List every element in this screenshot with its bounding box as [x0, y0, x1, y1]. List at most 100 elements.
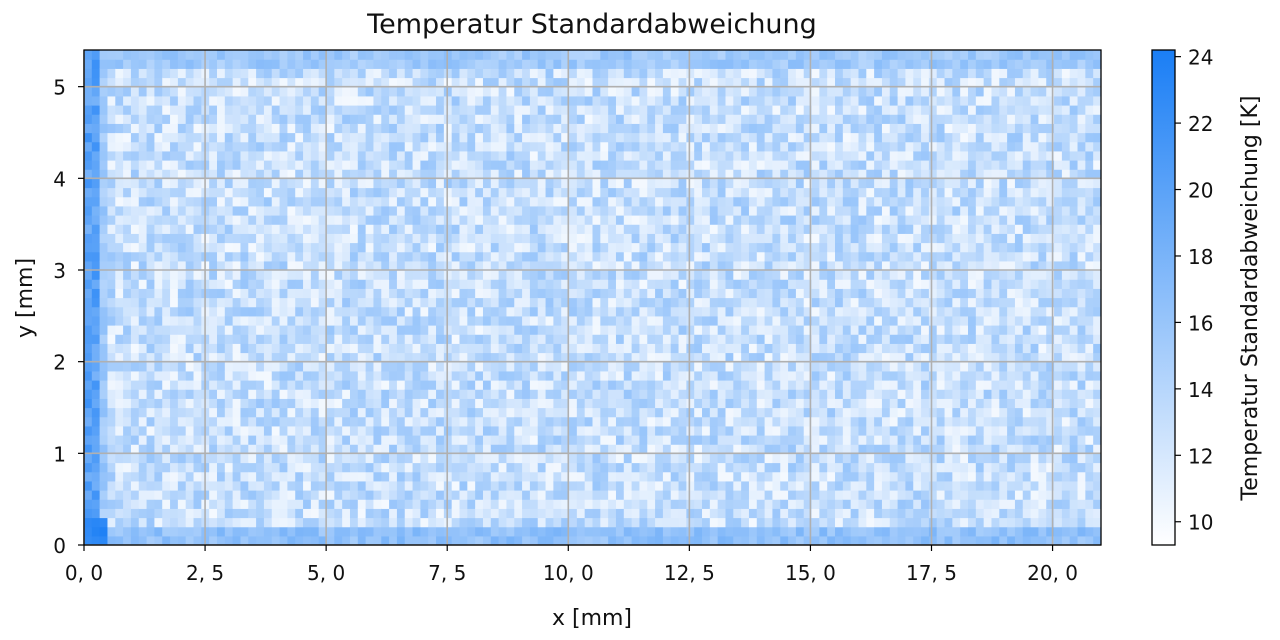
heatmap-cell [146, 508, 156, 519]
heatmap-cell [670, 535, 680, 545]
heatmap-cell [443, 178, 453, 189]
heatmap-cell [130, 343, 140, 354]
heatmap-cell [130, 389, 140, 399]
heatmap-cell [381, 68, 390, 79]
heatmap-cell [295, 306, 304, 317]
heatmap-cell [482, 306, 492, 317]
heatmap-cell [686, 77, 695, 88]
heatmap-cell [639, 499, 648, 509]
heatmap-cell [748, 105, 758, 115]
heatmap-cell [318, 444, 328, 454]
heatmap-cell [240, 526, 249, 537]
heatmap-cell [655, 526, 664, 537]
heatmap-cell [326, 407, 335, 418]
heatmap-cell [733, 86, 742, 97]
heatmap-cell [224, 215, 234, 225]
heatmap-cell [248, 325, 257, 335]
heatmap-cell [365, 535, 375, 545]
heatmap-cell [529, 215, 539, 225]
heatmap-cell [459, 508, 468, 519]
heatmap-cell [84, 315, 93, 326]
heatmap-cell [615, 343, 625, 354]
heatmap-cell [209, 224, 218, 234]
heatmap-cell [600, 389, 609, 399]
heatmap-cell [287, 86, 296, 97]
heatmap-cell [310, 480, 320, 491]
heatmap-cell [326, 435, 335, 445]
heatmap-cell [115, 123, 124, 134]
heatmap-cell [443, 325, 453, 335]
heatmap-cell [475, 297, 484, 308]
heatmap-cell [756, 453, 766, 464]
heatmap-cell [631, 334, 641, 344]
heatmap-cell [764, 224, 774, 234]
heatmap-cell [482, 169, 492, 179]
heatmap-cell [756, 205, 766, 216]
heatmap-cell [412, 150, 421, 161]
heatmap-cell [662, 105, 672, 115]
heatmap-cell [780, 260, 789, 271]
heatmap-cell [576, 444, 586, 454]
heatmap-cell [185, 141, 195, 152]
heatmap-cell [334, 279, 343, 289]
heatmap-cell [694, 435, 703, 445]
heatmap-cell [748, 380, 758, 390]
heatmap-cell [772, 416, 781, 427]
heatmap-cell [529, 178, 539, 189]
heatmap-cell [271, 297, 281, 308]
heatmap-cell [396, 251, 406, 262]
heatmap-cell [506, 150, 515, 161]
heatmap-cell [389, 224, 398, 234]
heatmap-cell [467, 535, 476, 545]
heatmap-cell [733, 297, 742, 308]
heatmap-cell [756, 380, 766, 390]
heatmap-cell [451, 205, 461, 216]
heatmap-cell [389, 105, 398, 115]
heatmap-cell [592, 114, 601, 124]
heatmap-cell [670, 95, 680, 106]
heatmap-cell [389, 389, 398, 399]
heatmap-cell [490, 407, 500, 418]
heatmap-cell [216, 334, 226, 344]
heatmap-cell [428, 50, 437, 60]
heatmap-cell [177, 105, 187, 115]
heatmap-cell [795, 132, 805, 143]
heatmap-cell [162, 352, 171, 363]
heatmap-cell [537, 508, 547, 519]
heatmap-cell [545, 380, 554, 390]
heatmap-cell [498, 462, 508, 473]
heatmap-cell [295, 260, 304, 271]
heatmap-cell [615, 361, 625, 372]
heatmap-cell [608, 306, 617, 317]
heatmap-cell [741, 462, 750, 473]
heatmap-cell [741, 288, 750, 299]
heatmap-cell [436, 123, 445, 134]
heatmap-cell [342, 160, 351, 170]
heatmap-cell [154, 499, 163, 509]
heatmap-cell [404, 233, 414, 244]
heatmap-cell [373, 59, 382, 69]
heatmap-cell [490, 334, 500, 344]
heatmap-cell [162, 444, 171, 454]
heatmap-cell [256, 517, 265, 528]
heatmap-cell [482, 242, 492, 253]
heatmap-cell [647, 105, 656, 115]
heatmap-cell [702, 315, 711, 326]
heatmap-cell [647, 315, 656, 326]
heatmap-cell [162, 178, 171, 189]
heatmap-cell [694, 242, 703, 253]
heatmap-cell [365, 325, 375, 335]
heatmap-cell [162, 462, 171, 473]
heatmap-cell [647, 86, 656, 97]
heatmap-cell [318, 425, 328, 436]
heatmap-cell [256, 105, 265, 115]
heatmap-cell [545, 288, 554, 299]
heatmap-cell [655, 462, 664, 473]
heatmap-cell [717, 105, 727, 115]
heatmap-cell [600, 233, 609, 244]
heatmap-cell [569, 416, 578, 427]
heatmap-cell [99, 205, 109, 216]
heatmap-cell [381, 380, 390, 390]
heatmap-cell [662, 169, 672, 179]
heatmap-cell [154, 215, 163, 225]
